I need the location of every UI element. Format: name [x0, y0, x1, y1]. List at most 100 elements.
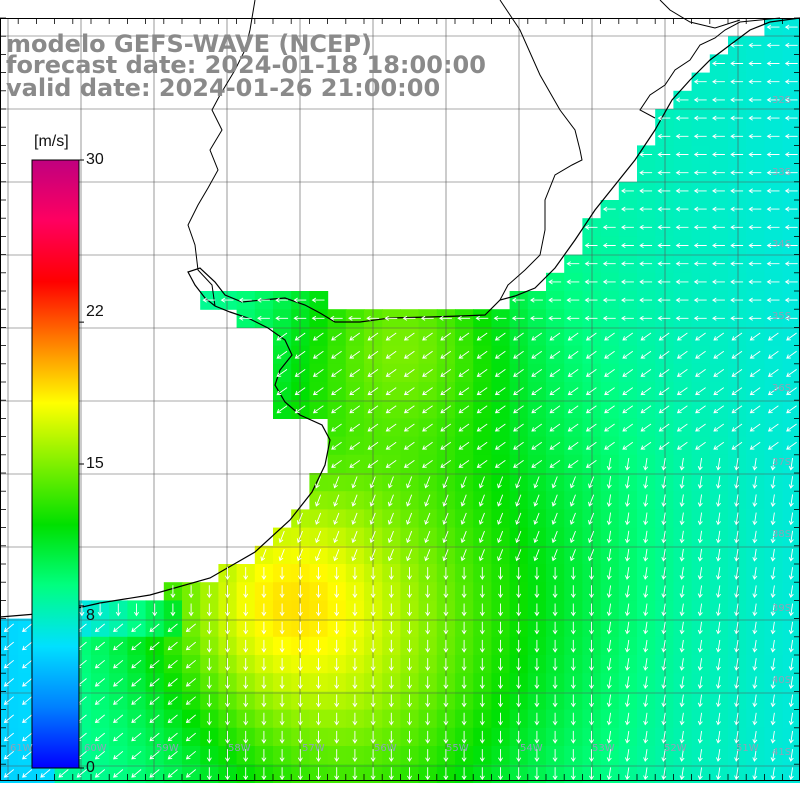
wind-arrow: [657, 188, 671, 194]
wind-arrow: [748, 243, 762, 248]
wind-arrow: [766, 224, 780, 230]
wind-arrow: [604, 405, 615, 414]
wind-arrow: [589, 730, 594, 744]
wind-arrow: [766, 24, 780, 30]
wind-arrow: [658, 405, 670, 414]
wind-arrow: [515, 512, 522, 525]
wind-arrow: [679, 639, 685, 653]
wind-arrow: [316, 567, 321, 580]
wind-arrow: [624, 621, 630, 635]
wind-arrow: [297, 603, 303, 617]
wind-arrow: [589, 749, 594, 762]
wind-arrow: [549, 441, 561, 450]
wind-arrow: [370, 730, 376, 744]
wind-arrow: [131, 732, 142, 742]
wind-arrow: [516, 749, 522, 762]
wind-arrow: [260, 549, 267, 562]
wind-arrow: [369, 530, 376, 544]
wind-arrow: [297, 694, 303, 708]
wind-arrow: [693, 297, 707, 303]
wind-arrow: [784, 243, 798, 248]
wind-arrow: [479, 603, 485, 617]
wind-arrow: [752, 530, 758, 544]
wind-arrow: [661, 494, 667, 508]
wind-arrow: [493, 315, 507, 321]
wind-arrow: [643, 621, 649, 635]
wind-arrow: [784, 24, 798, 30]
wind-arrow: [621, 224, 634, 230]
wind-arrow: [697, 603, 703, 617]
wind-arrow: [425, 585, 431, 599]
northern-border: [659, 0, 741, 29]
wind-arrow: [349, 441, 361, 450]
wind-arrow: [624, 712, 630, 726]
wind-arrow: [786, 387, 797, 396]
wind-arrow: [552, 567, 558, 580]
wind-arrow: [403, 460, 415, 468]
wind-arrow: [643, 694, 649, 708]
wind-arrow: [516, 621, 522, 635]
wind-arrow: [549, 350, 561, 359]
wind-arrow: [766, 261, 780, 267]
wind-arrow: [788, 639, 794, 653]
wind-arrow: [786, 332, 797, 341]
wind-arrow: [369, 476, 376, 489]
wind-arrow: [334, 712, 340, 726]
wind-arrow: [602, 279, 616, 285]
wind-arrow: [624, 639, 630, 653]
wind-arrow: [388, 639, 394, 653]
wind-arrow: [585, 369, 597, 377]
wind-arrow: [567, 441, 579, 450]
wind-arrow: [316, 712, 321, 726]
wind-arrow: [531, 387, 543, 396]
wind-arrow: [461, 676, 467, 690]
wind-arrow: [352, 585, 358, 599]
wind-arrow: [425, 621, 431, 635]
wind-arrow: [442, 530, 449, 544]
wind-arrow: [261, 585, 267, 599]
wind-arrow: [621, 261, 634, 267]
wind-arrow: [697, 512, 703, 526]
wind-arrow: [679, 512, 685, 526]
wind-arrow: [498, 603, 503, 617]
wind-arrow: [225, 567, 230, 580]
wind-arrow: [748, 224, 762, 230]
wind-arrow: [316, 621, 321, 635]
wind-arrow: [422, 369, 433, 377]
wind-arrow: [443, 676, 449, 690]
wind-arrow: [552, 621, 558, 635]
wind-arrow: [352, 567, 358, 580]
wind-arrow: [624, 658, 630, 671]
wind-arrow: [3, 714, 14, 724]
wind-arrow: [479, 567, 485, 580]
wind-arrow: [752, 567, 758, 580]
wind-arrow: [693, 315, 707, 321]
wind-arrow: [494, 441, 506, 450]
wind-arrow: [770, 530, 776, 544]
wind-arrow: [715, 749, 721, 762]
wind-arrow: [713, 350, 725, 359]
wind-arrow: [94, 732, 105, 742]
wind-arrow: [748, 261, 762, 267]
wind-arrow: [352, 621, 358, 635]
wind-arrow: [749, 369, 761, 377]
wind-arrow: [567, 405, 579, 414]
wind-arrow: [279, 658, 285, 671]
wind-arrow: [712, 133, 725, 139]
wind-arrow: [276, 350, 288, 359]
wind-arrow: [697, 767, 703, 781]
wind-arrow: [531, 350, 543, 359]
wind-arrow: [734, 712, 740, 726]
wind-arrow: [752, 694, 758, 708]
wind-arrow: [225, 730, 230, 744]
wind-arrow: [624, 548, 630, 562]
wind-arrow: [534, 712, 540, 726]
wind-arrow: [734, 512, 740, 526]
wind-arrow: [784, 42, 798, 48]
wind-arrow: [661, 676, 667, 690]
wind-arrow: [331, 332, 342, 341]
wind-arrow: [534, 585, 540, 599]
wind-arrow: [788, 585, 794, 599]
wind-arrow: [476, 387, 488, 396]
wind-arrow: [712, 261, 725, 267]
